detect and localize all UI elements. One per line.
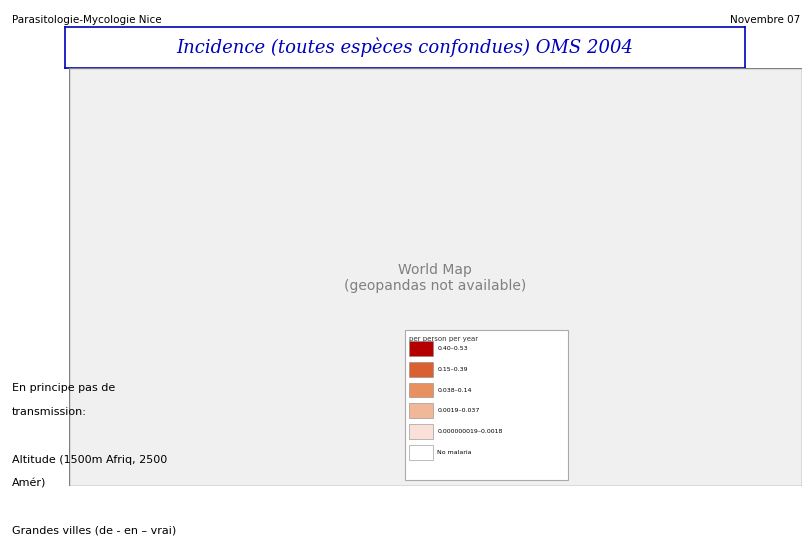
Bar [409, 383, 433, 397]
Text: Altitude (1500m Afriq, 2500: Altitude (1500m Afriq, 2500 [12, 455, 168, 465]
Text: Incidence (toutes espèces confondues) OMS 2004: Incidence (toutes espèces confondues) OM… [177, 37, 633, 57]
Text: transmission:: transmission: [12, 407, 87, 417]
Text: 0.038–0.14: 0.038–0.14 [437, 388, 472, 393]
Bar [409, 362, 433, 377]
Text: Novembre 07: Novembre 07 [730, 15, 800, 25]
Text: No malaria: No malaria [437, 450, 472, 455]
Bar [409, 444, 433, 460]
Text: Grandes villes (de - en – vrai): Grandes villes (de - en – vrai) [12, 526, 177, 536]
Text: Amér): Amér) [12, 478, 46, 489]
Text: per person per year: per person per year [409, 336, 478, 342]
Text: 0.40–0.53: 0.40–0.53 [437, 346, 468, 351]
Bar [409, 341, 433, 356]
Text: 0.0019–0.037: 0.0019–0.037 [437, 408, 480, 413]
Text: En principe pas de: En principe pas de [12, 383, 115, 394]
Text: 0.15–0.39: 0.15–0.39 [437, 367, 468, 372]
Text: 0.000000019–0.0018: 0.000000019–0.0018 [437, 429, 503, 434]
Bar [405, 330, 568, 480]
Text: World Map
(geopandas not available): World Map (geopandas not available) [344, 263, 526, 293]
Bar [409, 424, 433, 439]
Text: Parasitologie-Mycologie Nice: Parasitologie-Mycologie Nice [12, 15, 162, 25]
Bar [409, 403, 433, 418]
